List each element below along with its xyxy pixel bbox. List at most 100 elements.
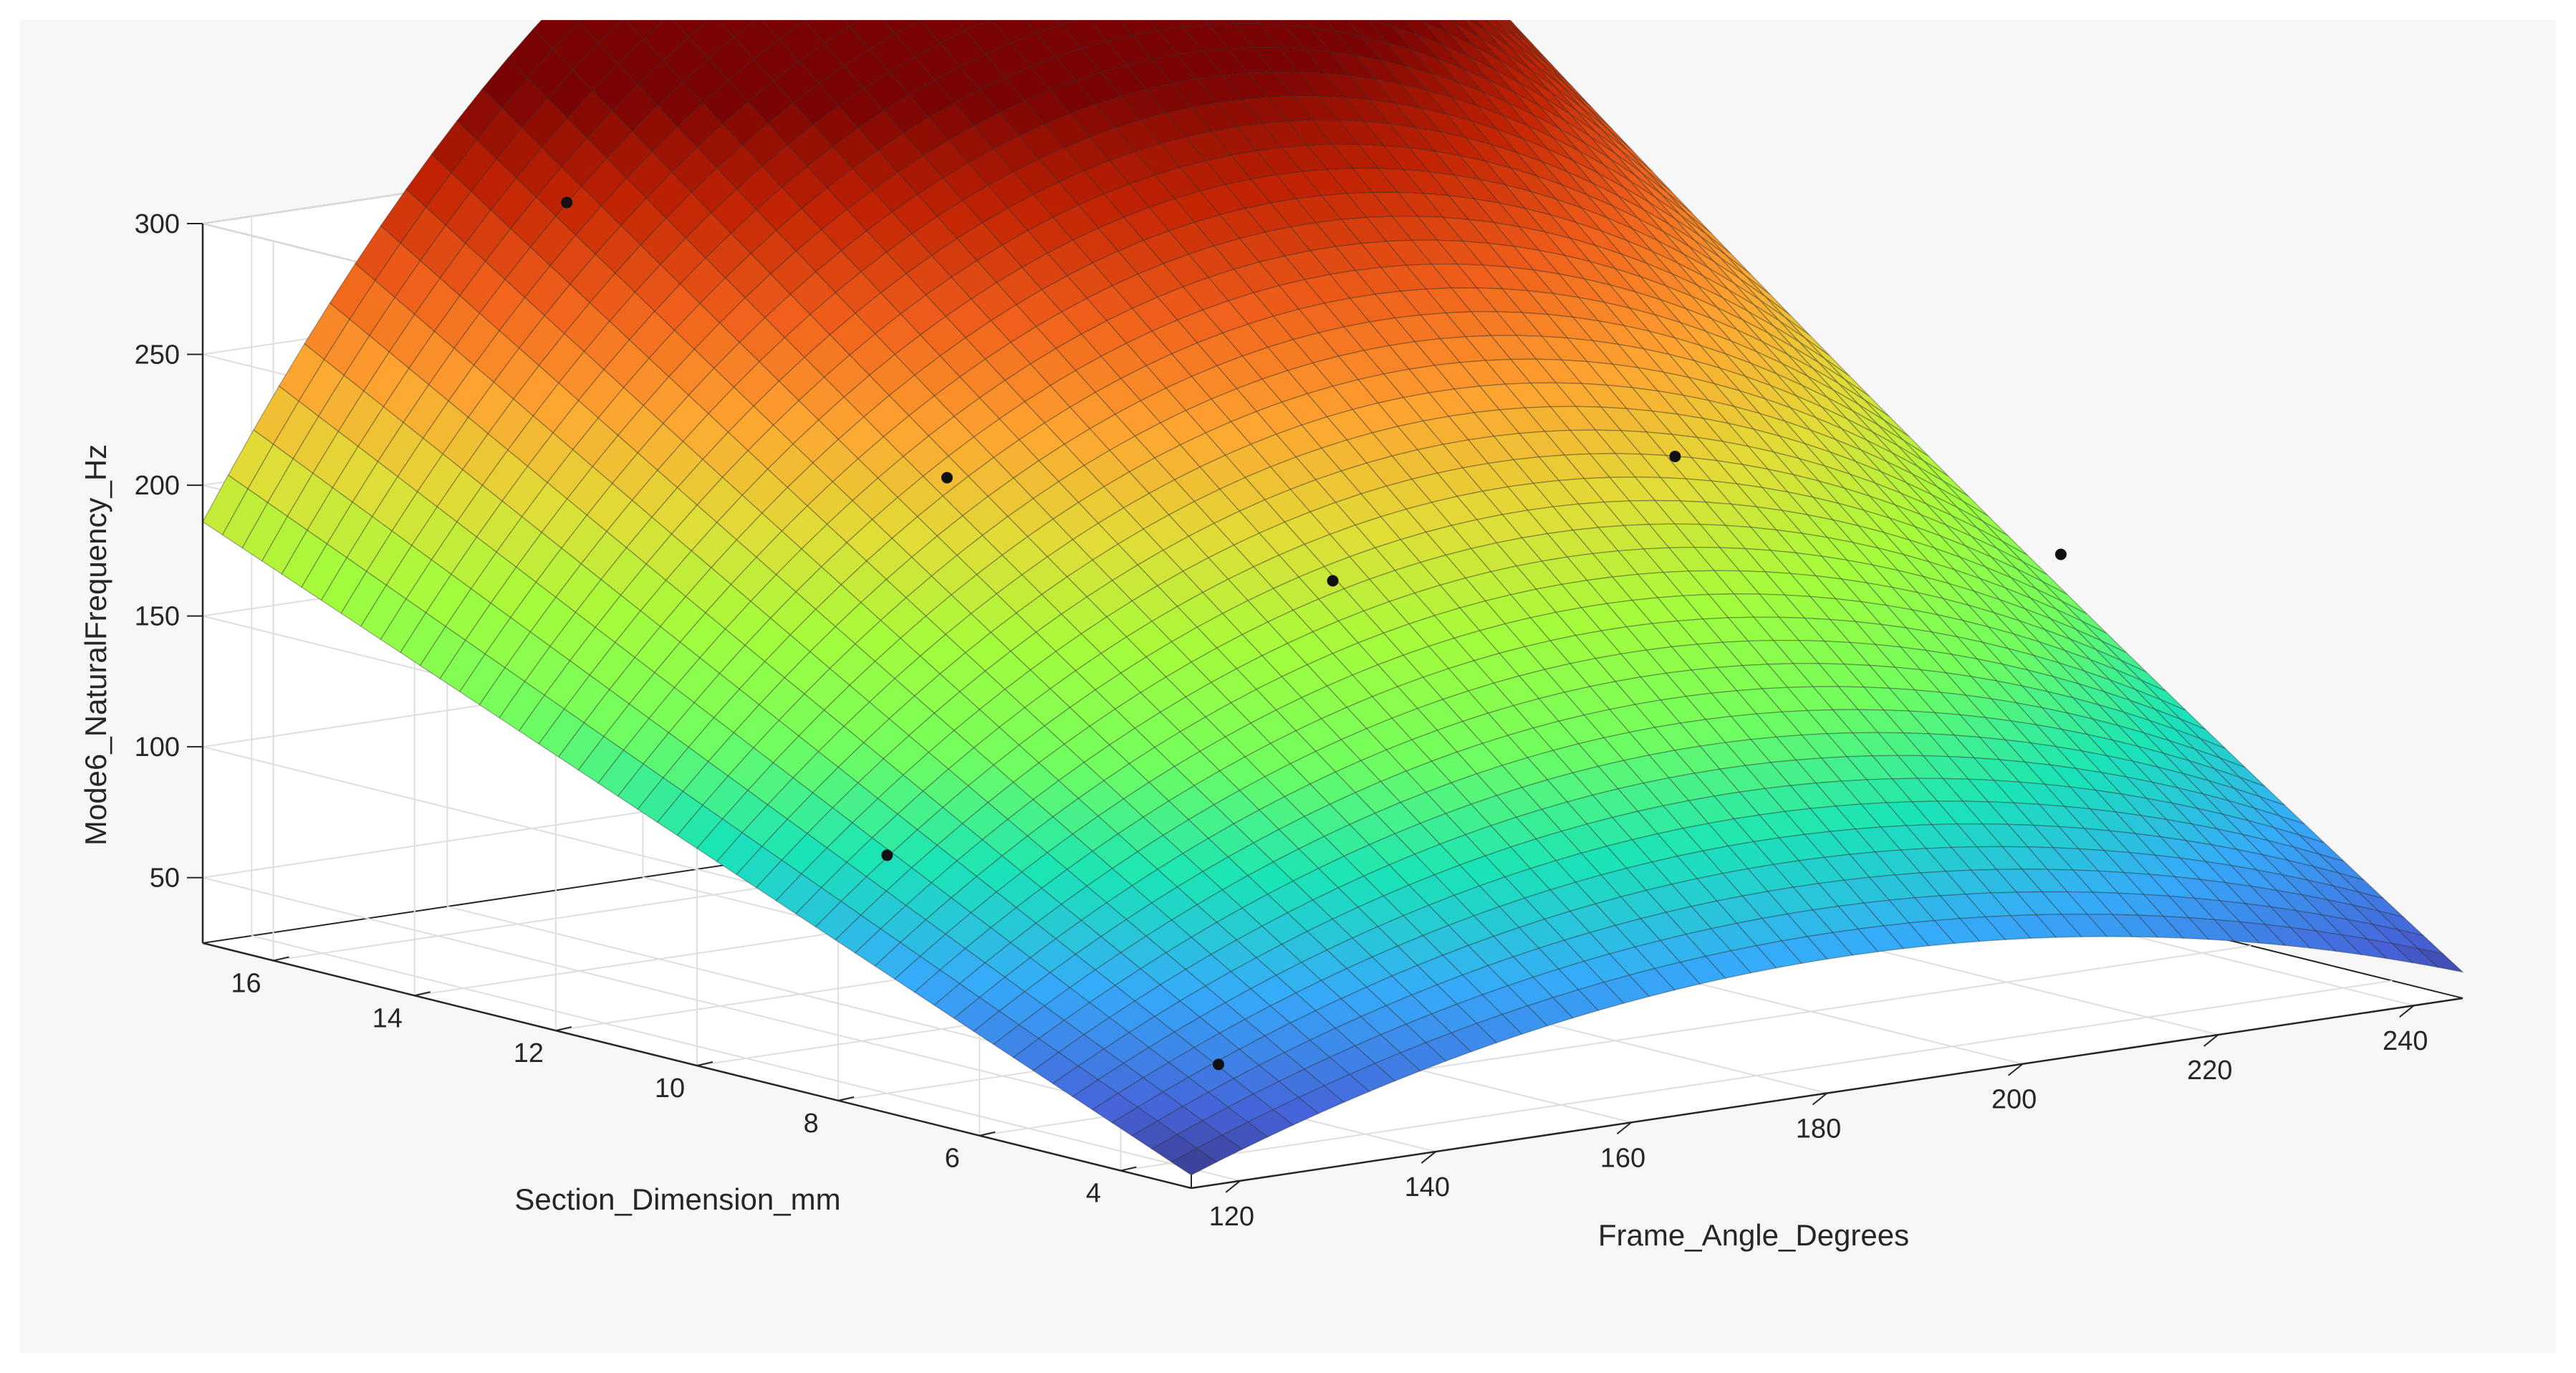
surface-facet [1810,429,1856,462]
data-point[interactable] [2054,548,2067,560]
data-point[interactable] [881,849,893,861]
surface-facet [360,584,407,641]
surface-facet [1345,432,1393,464]
surface-facet [1249,174,1297,204]
data-point[interactable] [561,196,573,209]
data-point[interactable] [1669,450,1681,462]
surface-facet [1532,968,1580,998]
surface-facet [202,474,249,536]
surface-facet [1357,895,1405,927]
surface-facet [843,374,890,418]
surface-facet [772,60,820,104]
surface-facet [1320,439,1368,472]
surface-facet [741,804,789,848]
surface-facet [897,155,944,196]
surface-facet [1345,956,1393,988]
surface-facet [1761,913,1809,942]
surface-facet [221,488,269,549]
surface-facet [1221,323,1269,357]
surface-facet [2020,685,2069,714]
surface-facet [1896,569,1945,600]
y-tick [837,1096,855,1101]
surface-facet [719,297,766,343]
axes [187,223,2464,1193]
surface-facet [1501,510,1549,539]
surface-facet [1509,167,1558,201]
surface-facet [942,475,989,517]
surface-facet [2036,588,2082,622]
y-tick-label: 14 [373,1003,403,1033]
surface-facet [1191,647,1238,684]
surface-facet [1176,50,1224,80]
surface-facet [2109,679,2156,710]
surface-facet [1137,834,1184,870]
data-point[interactable] [1327,575,1339,587]
surface-facet [1749,736,1797,763]
data-point[interactable] [1212,1058,1224,1071]
surface-facet [1092,543,1139,581]
surface-facet [741,468,789,515]
x-axis-title: Frame_Angle_Degrees [1598,1218,1909,1252]
z-tick-label: 50 [150,863,180,894]
surface-facet [981,818,1029,857]
x-tick [1421,1151,1436,1164]
surface-facet [993,439,1040,479]
surface-facet [1418,20,1424,22]
surface-facet [1600,626,1648,655]
surface-facet [1057,20,1080,26]
surface-facet [227,429,274,490]
surface-facet [958,962,1006,998]
surface-facet [877,774,924,815]
surface-facet [1267,880,1314,914]
surface-facet [1410,984,1458,1015]
surface-facet [1123,206,1170,241]
surface-facet [323,318,370,376]
surface-facet [1663,231,1709,269]
z-tick-label: 100 [135,732,180,762]
z-tick-label: 300 [135,209,180,239]
surface-facet [956,20,991,32]
surface-facet [1679,500,1727,526]
surface-facet [814,900,862,941]
surface-facet [1221,1121,1269,1150]
surface-facet [1468,56,1514,93]
surface-facet [1385,994,1433,1025]
surface-facet [996,267,1043,306]
surface-facet [716,832,763,876]
surface-facet [1140,676,1187,713]
surface-facet [939,651,986,693]
surface-facet [241,502,289,562]
surface-facet [874,942,921,980]
surface-facet [736,166,783,211]
data-point[interactable] [941,472,953,484]
surface-plot[interactable]: 120 140 160 180 200 220 240 4 6 8 10 12 14 16 50 100 150… [20,20,2556,1353]
surface-facet [967,456,1014,497]
surface-facet [1286,899,1334,932]
y-tick [696,1061,713,1066]
surface-facet [948,125,995,164]
surface-facet [1413,843,1461,876]
surface-facet [1292,598,1340,633]
surface-facet [1374,290,1422,319]
surface-facet [1899,848,1947,874]
surface-facet [2356,891,2406,919]
y-tick [979,1131,996,1137]
surface-facet [840,876,888,916]
surface-facet [1072,1078,1119,1111]
surface-facet [1926,503,1972,537]
surface-facet [1513,91,1559,129]
surface-facet [1216,633,1263,670]
x-tick-label: 160 [1600,1143,1645,1173]
surface-facet [1171,904,1218,938]
y-tick-label: 16 [231,968,261,998]
y-tick [273,956,289,962]
surface-facet [1150,54,1198,85]
surface-facet [744,617,792,663]
surface-facet [1648,330,1696,362]
surface-facet [329,262,376,320]
surface-facet [716,144,763,190]
surface-facet [1100,64,1148,97]
surface-facet [919,315,966,357]
surface-facet [1546,313,1595,342]
surface-facet [343,335,390,392]
